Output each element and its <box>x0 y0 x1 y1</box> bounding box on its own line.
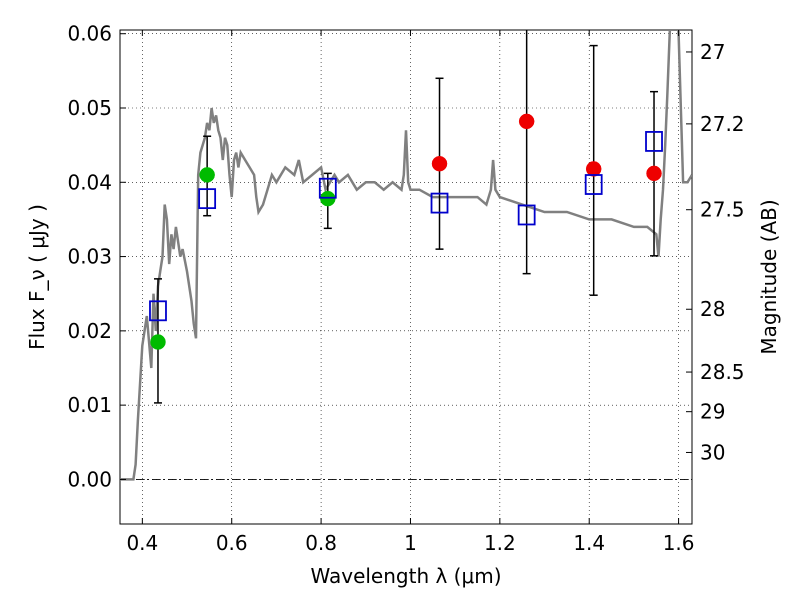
model-photometry-square <box>584 174 603 195</box>
model-photometry-square <box>645 131 663 152</box>
model-photometry-square <box>517 204 536 226</box>
observed-flux-point <box>431 155 448 172</box>
right-tick-label: 27.2 <box>700 112 745 136</box>
model-photometry-square <box>198 188 217 210</box>
model-photometry-square <box>430 192 449 214</box>
y-tick-label: 0.04 <box>67 170 112 194</box>
x-axis-ticks: 0.4 0.6 0.8 1 1.2 1.4 1.6 <box>126 30 695 555</box>
model-photometry-square <box>149 300 167 322</box>
observed-flux-point <box>199 167 215 183</box>
y-axis-ticks: 0.00 0.01 0.02 0.03 0.04 0.05 0.06 <box>67 22 126 491</box>
plot-frame <box>119 29 693 525</box>
y-tick-label: 0.01 <box>67 393 112 417</box>
right-tick-label: 30 <box>700 440 725 464</box>
grid <box>120 30 692 524</box>
y-tick-label: 0.05 <box>67 96 112 120</box>
x-tick-label: 0.6 <box>216 531 248 555</box>
y-axis-label: Flux F_ν ( μJy ) <box>25 204 49 350</box>
model-spectrum <box>120 30 692 481</box>
observed-flux-point <box>585 161 602 177</box>
x-tick-label: 1.2 <box>484 531 516 555</box>
model-photometry-square <box>318 177 337 199</box>
x-tick-label: 1.6 <box>663 531 695 555</box>
x-tick-label: 0.4 <box>126 531 158 555</box>
right-tick-label: 28.5 <box>700 360 745 384</box>
y-tick-label: 0.06 <box>67 22 112 46</box>
right-tick-label: 27.5 <box>700 198 745 222</box>
right-tick-label: 29 <box>700 400 725 424</box>
y-tick-label: 0.03 <box>67 245 112 269</box>
observed-flux-point <box>150 334 166 350</box>
right-tick-label: 27 <box>700 40 725 64</box>
observed-flux-point <box>518 113 535 130</box>
x-tick-label: 0.8 <box>305 531 337 555</box>
observed-flux-point <box>646 165 662 182</box>
right-tick-label: 28 <box>700 297 725 321</box>
data-points <box>149 113 663 350</box>
x-axis-label: Wavelength λ (μm) <box>310 564 501 588</box>
model-spectrum-line <box>120 30 692 481</box>
y-tick-label: 0.00 <box>67 467 112 491</box>
y-tick-label: 0.02 <box>67 319 112 343</box>
right-axis-label: Magnitude (AB) <box>757 199 781 354</box>
right-axis-ticks: 27 27.2 27.5 28 28.5 29 30 <box>686 40 745 464</box>
x-tick-label: 1.4 <box>573 531 605 555</box>
x-tick-label: 1 <box>404 531 417 555</box>
